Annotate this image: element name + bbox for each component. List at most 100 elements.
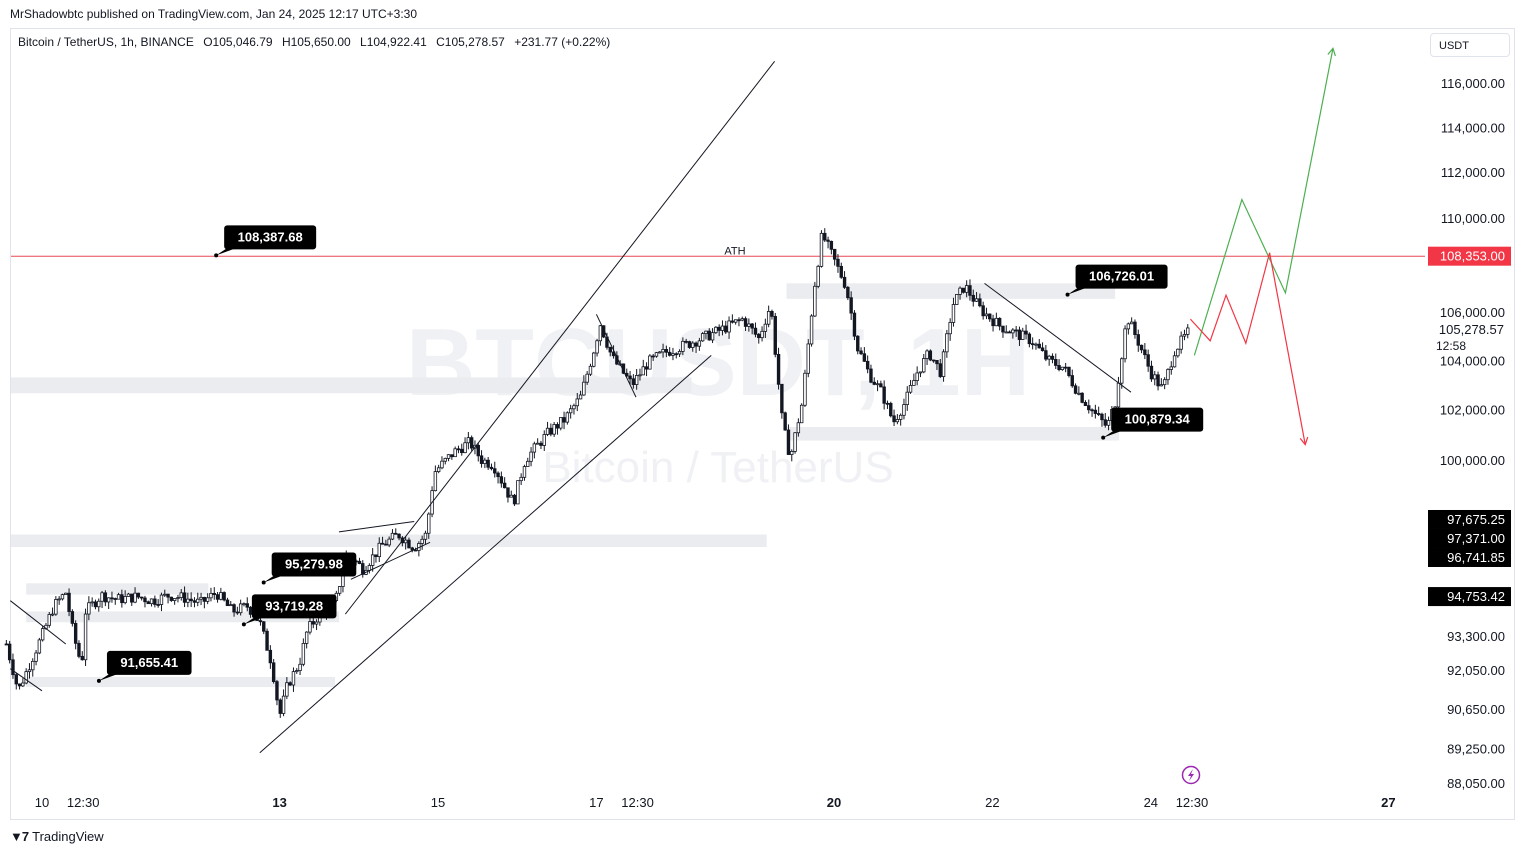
- candle: [205, 593, 210, 605]
- candle: [1014, 326, 1018, 337]
- trendline-5[interactable]: [350, 541, 431, 580]
- candle: [4, 639, 9, 646]
- candle: [555, 422, 560, 435]
- candle: [803, 369, 807, 407]
- candle: [516, 480, 520, 505]
- y-tick-label: 110,000.00: [1441, 211, 1505, 226]
- candle: [740, 316, 744, 322]
- candle: [238, 599, 243, 616]
- projection-bearish[interactable]: [1189, 252, 1306, 445]
- trendline-7[interactable]: [984, 282, 1132, 393]
- zone-0: [11, 377, 692, 394]
- candle: [1123, 325, 1127, 363]
- candle: [885, 400, 890, 409]
- candle: [17, 683, 22, 690]
- candle: [90, 597, 94, 607]
- price-tag-label: 96,741.85: [1447, 550, 1505, 565]
- price-callout[interactable]: 100,879.34: [1101, 407, 1204, 440]
- candle: [298, 657, 302, 676]
- x-tick-label: 15: [431, 795, 445, 810]
- candle: [677, 349, 682, 358]
- footer-branding[interactable]: ▼7 TradingView: [10, 829, 104, 844]
- candle: [658, 351, 662, 354]
- price-callout[interactable]: 91,655.41: [96, 650, 192, 683]
- price-callout[interactable]: 95,279.98: [261, 552, 357, 585]
- trendlines-layer: [10, 61, 1132, 754]
- price-tag: 108,353.00: [1428, 246, 1511, 266]
- candle: [770, 309, 774, 320]
- candle: [436, 464, 441, 474]
- candle: [588, 363, 593, 376]
- candle: [664, 345, 669, 358]
- price-axis[interactable]: 116,000.00 114,000.00 112,000.00 110,000.00…: [1440, 76, 1505, 791]
- candle: [898, 413, 903, 426]
- candle: [126, 592, 131, 597]
- candle: [265, 628, 269, 651]
- candle: [760, 326, 764, 342]
- candle: [578, 390, 583, 400]
- candle: [1001, 325, 1005, 338]
- candle: [469, 435, 474, 451]
- candle: [314, 619, 319, 630]
- candle: [387, 536, 391, 548]
- candle: [938, 358, 942, 379]
- candle: [27, 663, 32, 679]
- candle: [852, 310, 857, 341]
- candle: [955, 294, 959, 305]
- candle: [750, 323, 754, 335]
- y-tick-label: 116,000.00: [1441, 76, 1505, 91]
- candle: [691, 341, 695, 352]
- candle: [394, 528, 398, 535]
- zone-1: [786, 283, 1116, 299]
- candle: [997, 317, 1002, 331]
- time-axis[interactable]: 10 12:30 13 15 17 12:30 20 22 24 12:30 27: [35, 795, 1396, 810]
- trendline-6[interactable]: [595, 314, 637, 398]
- price-tag: 97,675.25: [1428, 509, 1511, 529]
- candle: [311, 617, 315, 629]
- candle: [634, 369, 639, 390]
- candle: [720, 320, 725, 336]
- tradingview-logo-icon: ▼7: [10, 829, 29, 844]
- candle: [730, 314, 735, 324]
- candle: [991, 314, 995, 332]
- candle: [1146, 349, 1150, 372]
- candle: [931, 359, 936, 363]
- candle: [1162, 377, 1167, 390]
- candle: [463, 437, 467, 454]
- candle: [971, 289, 975, 307]
- trendline-2[interactable]: [259, 355, 712, 754]
- ohlc-close: C105,278.57: [436, 35, 505, 49]
- candle: [377, 537, 381, 562]
- candle: [199, 592, 203, 606]
- candle: [1103, 413, 1107, 428]
- currency-selector[interactable]: USDT: [1430, 33, 1510, 57]
- price-tag: 94,753.42: [1428, 587, 1511, 607]
- candle: [968, 279, 972, 301]
- candle: [958, 286, 962, 300]
- ohlc-open: O105,046.79: [203, 35, 273, 49]
- watermark-ticker: BTCUSDT, 1H: [406, 309, 1030, 416]
- candle: [839, 262, 843, 279]
- candle: [1057, 359, 1061, 372]
- candle: [1169, 361, 1173, 375]
- trendline-0[interactable]: [10, 600, 67, 645]
- candle: [493, 461, 497, 478]
- price-callout[interactable]: 106,726.01: [1065, 264, 1168, 297]
- price-callout[interactable]: 108,387.68: [214, 225, 317, 258]
- candle: [1087, 399, 1091, 414]
- footer-brand-label: TradingView: [32, 829, 104, 844]
- candle: [50, 607, 55, 617]
- projection-bullish[interactable]: [1193, 48, 1334, 356]
- trendline-4[interactable]: [338, 520, 415, 533]
- candle: [809, 314, 814, 347]
- trendline-1[interactable]: [10, 668, 43, 692]
- trendline-3[interactable]: [344, 61, 775, 615]
- candle: [988, 313, 992, 322]
- candle: [1047, 354, 1051, 366]
- alert-icon[interactable]: [1181, 765, 1201, 785]
- price-callout[interactable]: 93,719.28: [241, 594, 337, 627]
- symbol-name[interactable]: Bitcoin / TetherUS, 1h, BINANCE: [18, 35, 194, 49]
- candle: [67, 588, 71, 617]
- candle: [1126, 322, 1131, 335]
